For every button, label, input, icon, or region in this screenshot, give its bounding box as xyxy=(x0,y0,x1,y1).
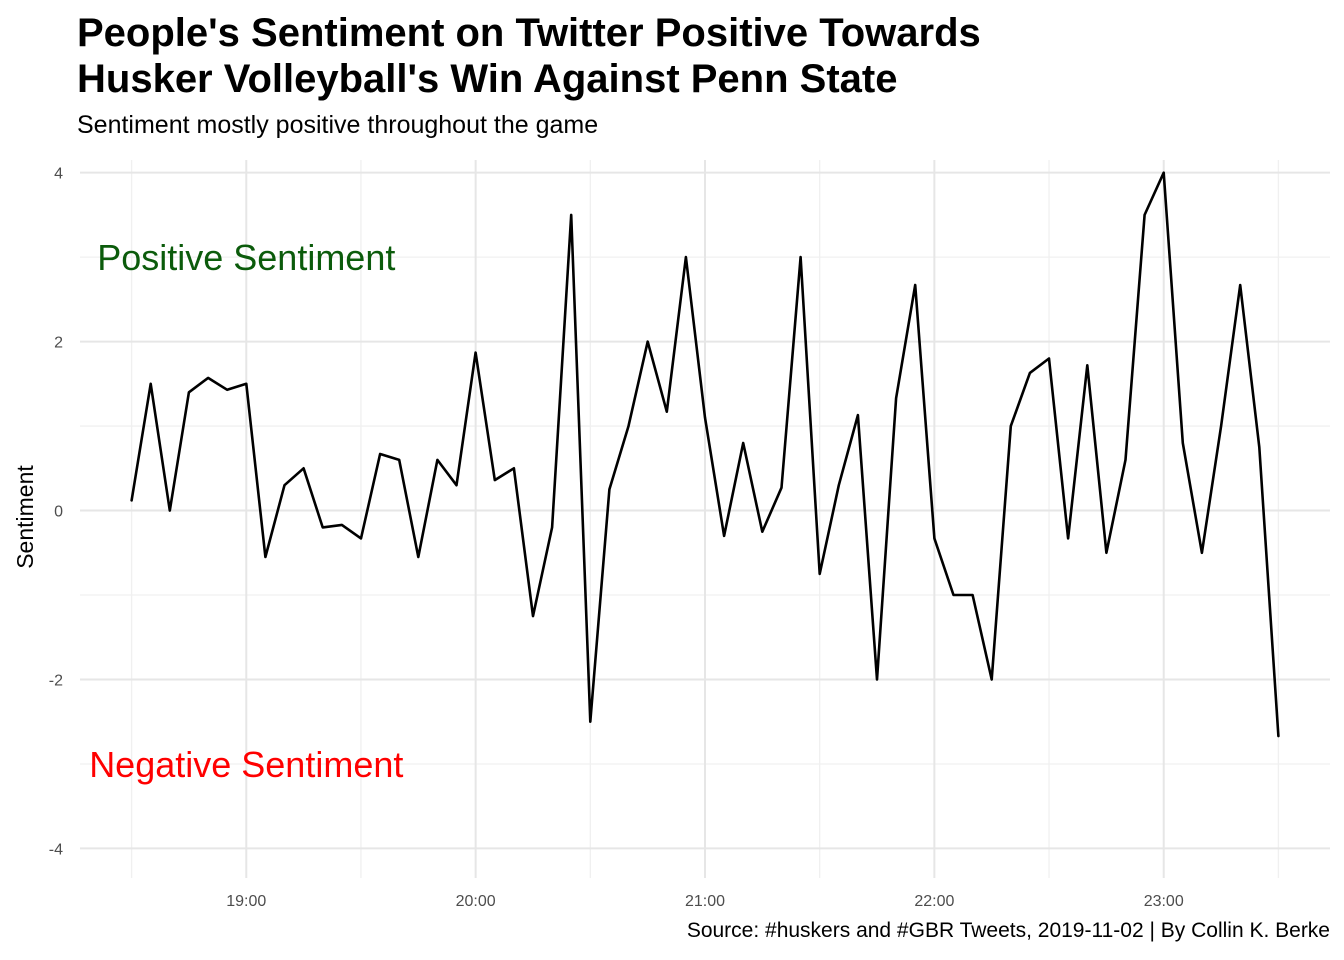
y-tick-label: -2 xyxy=(49,672,63,689)
y-tick-label: 4 xyxy=(54,166,63,183)
chart-title-line-1: People's Sentiment on Twitter Positive T… xyxy=(77,11,981,55)
sentiment-series-line xyxy=(130,171,1280,738)
x-axis-ticks: 19:00 20:00 21:00 22:00 23:00 xyxy=(226,893,1184,910)
y-axis-ticks: -4 -2 0 2 4 xyxy=(49,166,63,859)
annotations: Positive Sentiment Negative Sentiment xyxy=(89,237,403,785)
annotation-label: Negative Sentiment xyxy=(89,744,403,785)
chart-subtitle: Sentiment mostly positive throughout the… xyxy=(77,111,599,139)
x-tick-label: 20:00 xyxy=(456,893,496,910)
chart-title-line-2: Husker Volleyball's Win Against Penn Sta… xyxy=(77,57,898,101)
x-tick-label: 22:00 xyxy=(914,893,954,910)
x-tick-label: 21:00 xyxy=(685,893,725,910)
chart-title: People's Sentiment on Twitter Positive T… xyxy=(77,10,1277,102)
x-tick-label: 23:00 xyxy=(1144,893,1184,910)
y-axis-title: Sentiment xyxy=(12,465,38,569)
annotation-label: Positive Sentiment xyxy=(97,237,395,278)
y-tick-label: 2 xyxy=(54,335,63,352)
y-tick-label: -4 xyxy=(49,841,63,858)
y-tick-label: 0 xyxy=(54,504,63,521)
series-group xyxy=(130,171,1280,738)
chart-caption: Source: #huskers and #GBR Tweets, 2019-1… xyxy=(686,919,1330,942)
major-gridlines xyxy=(80,160,1330,878)
x-tick-label: 19:00 xyxy=(226,893,266,910)
